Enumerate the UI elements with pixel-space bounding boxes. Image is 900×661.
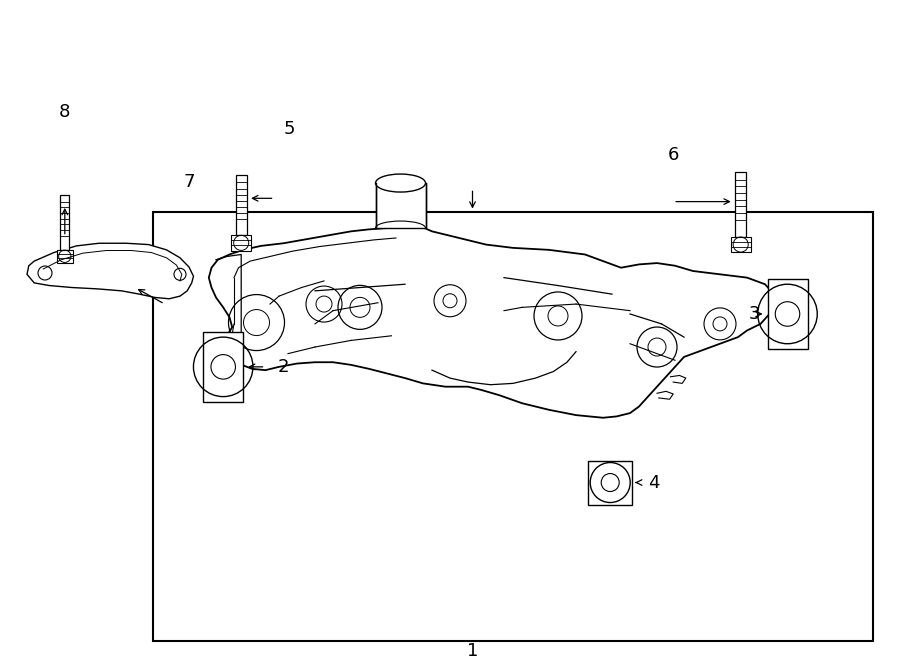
Text: 6: 6 [668, 146, 680, 165]
PathPatch shape [27, 243, 194, 299]
Bar [731, 237, 751, 253]
Text: 1: 1 [467, 642, 478, 660]
Text: 5: 5 [284, 120, 295, 138]
Bar [231, 235, 251, 251]
Text: 2: 2 [277, 358, 289, 376]
Bar [375, 183, 426, 228]
Bar [153, 212, 873, 641]
Bar [203, 332, 243, 402]
Bar [57, 250, 73, 262]
Text: 7: 7 [184, 173, 194, 191]
Bar [60, 195, 69, 250]
Text: 3: 3 [749, 305, 760, 323]
Polygon shape [209, 221, 774, 418]
Bar [589, 461, 632, 504]
Ellipse shape [375, 174, 426, 192]
Bar [768, 279, 807, 349]
Bar [770, 284, 805, 337]
Bar [236, 175, 247, 235]
Bar [735, 172, 746, 237]
Text: 4: 4 [648, 473, 660, 492]
Text: 8: 8 [59, 103, 70, 122]
